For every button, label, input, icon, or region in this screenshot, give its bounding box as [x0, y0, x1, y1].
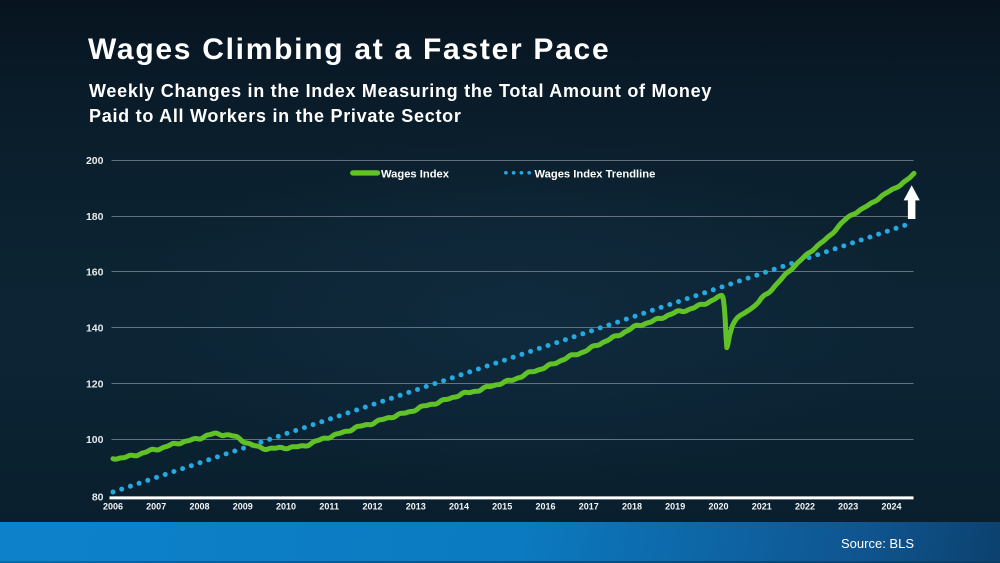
svg-text:2013: 2013: [406, 502, 426, 512]
svg-text:2019: 2019: [665, 502, 685, 512]
svg-text:2016: 2016: [535, 502, 555, 512]
svg-text:2024: 2024: [881, 502, 901, 512]
svg-text:2007: 2007: [146, 502, 166, 512]
svg-text:200: 200: [86, 155, 104, 167]
svg-text:2023: 2023: [838, 502, 858, 512]
svg-text:2021: 2021: [752, 502, 772, 512]
svg-text:140: 140: [86, 323, 104, 335]
svg-text:80: 80: [92, 491, 104, 503]
svg-text:2014: 2014: [449, 502, 469, 512]
svg-text:2017: 2017: [579, 502, 599, 512]
svg-text:2022: 2022: [795, 502, 815, 512]
svg-text:2015: 2015: [492, 502, 512, 512]
svg-text:2011: 2011: [319, 502, 339, 512]
svg-text:2010: 2010: [276, 502, 296, 512]
svg-text:180: 180: [86, 211, 104, 223]
svg-text:120: 120: [86, 378, 104, 390]
svg-text:2020: 2020: [708, 502, 728, 512]
svg-text:2008: 2008: [189, 502, 209, 512]
svg-text:2006: 2006: [103, 502, 123, 512]
svg-text:160: 160: [86, 267, 104, 279]
svg-text:100: 100: [86, 434, 104, 446]
svg-text:2009: 2009: [233, 502, 253, 512]
svg-text:2018: 2018: [622, 502, 642, 512]
svg-text:2012: 2012: [362, 502, 382, 512]
svg-text:Wages Index Trendline: Wages Index Trendline: [535, 169, 656, 181]
svg-text:Wages Index: Wages Index: [381, 169, 450, 181]
